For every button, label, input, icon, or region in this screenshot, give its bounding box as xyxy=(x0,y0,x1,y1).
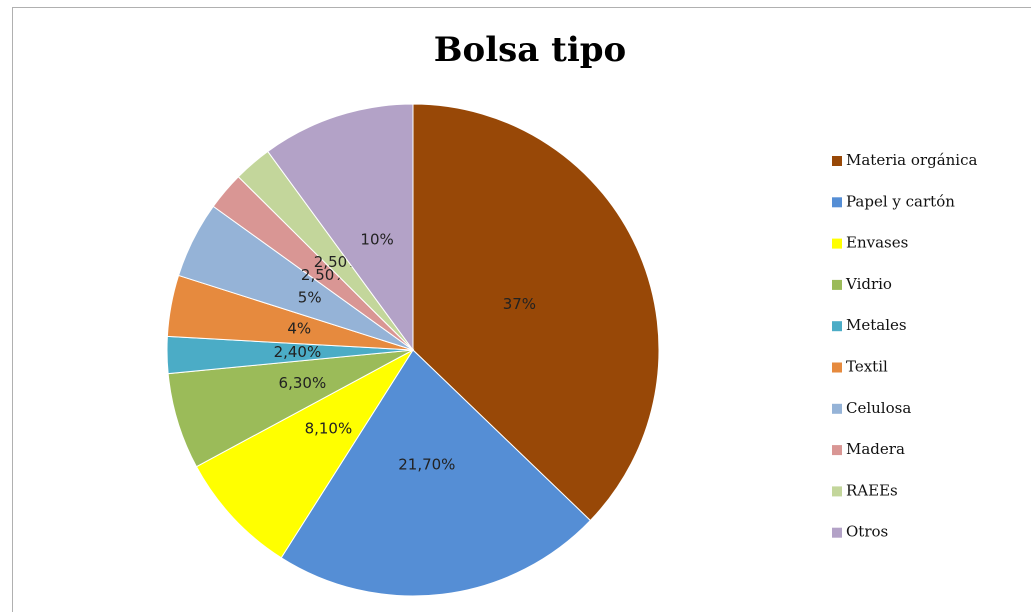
data-label: 2,40% xyxy=(274,343,322,361)
legend-label: Otros xyxy=(846,523,888,541)
legend-label: Materia orgánica xyxy=(846,151,977,169)
legend-label: Textil xyxy=(846,358,888,376)
legend-swatch xyxy=(832,527,842,538)
legend-swatch xyxy=(832,197,842,208)
data-label: 8,10% xyxy=(305,419,353,437)
legend-label: Papel y cartón xyxy=(846,192,955,210)
legend-label: Metales xyxy=(846,316,907,334)
legend-label: Envases xyxy=(846,234,908,252)
data-label: 10% xyxy=(360,231,393,249)
legend-label: Madera xyxy=(846,440,905,458)
data-label: 6,30% xyxy=(279,374,327,392)
legend-label: Celulosa xyxy=(846,399,911,417)
legend-swatch xyxy=(832,486,842,497)
legend-swatch xyxy=(832,321,842,332)
legend-swatch xyxy=(832,362,842,373)
data-label: 37% xyxy=(503,295,536,313)
pie-slice xyxy=(412,103,660,522)
legend-swatch xyxy=(832,238,842,249)
legend-swatch xyxy=(832,403,842,414)
pie-slice xyxy=(267,103,414,352)
pie-slice xyxy=(280,349,592,597)
data-label: 5% xyxy=(298,289,322,307)
legend-swatch xyxy=(832,156,842,166)
data-label: 4% xyxy=(287,320,311,338)
chart-title: Bolsa tipo xyxy=(434,30,626,70)
legend-swatch xyxy=(832,445,842,456)
legend-swatch xyxy=(832,279,842,290)
legend-label: RAEEs xyxy=(846,481,898,499)
data-label: 21,70% xyxy=(398,455,455,473)
legend-label: Vidrio xyxy=(845,275,892,293)
pie-slice xyxy=(195,348,415,559)
